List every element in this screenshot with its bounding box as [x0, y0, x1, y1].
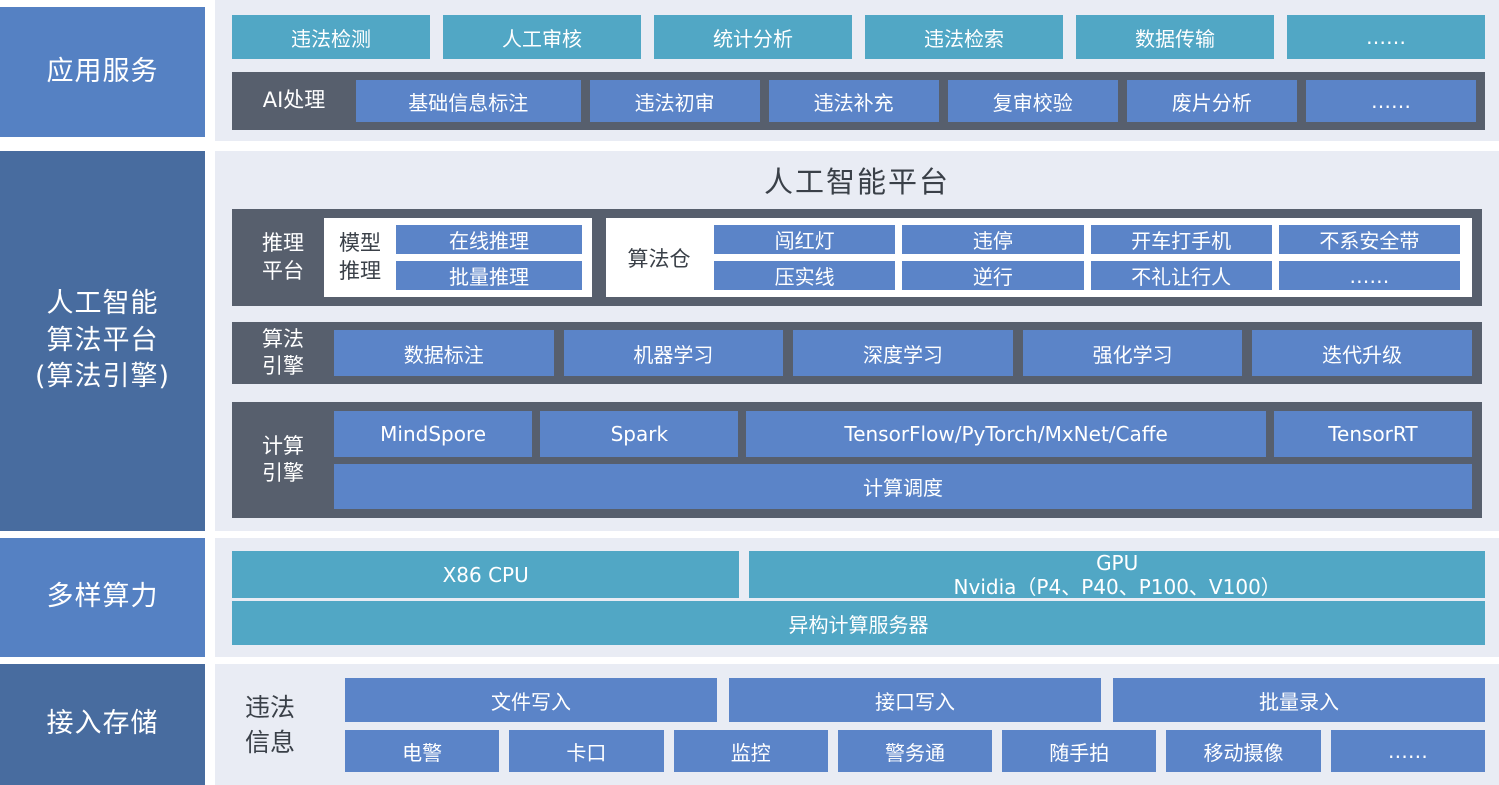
data-source-chip-more: ……	[1330, 730, 1485, 772]
algorithm-store-card: 算法仓 闯红灯 违停 开车打手机 不系安全带 压实线 逆行 不礼让行人 ……	[606, 218, 1472, 297]
label-line: 推理	[262, 231, 304, 256]
sidebar-item-storage-access: 接入存储	[0, 664, 205, 785]
ai-processing-bar: AI处理 基础信息标注 违法初审 违法补充 复审校验 废片分析 ……	[232, 72, 1485, 130]
label-line: 引擎	[262, 461, 304, 485]
computing-power-panel: X86 CPU GPU Nvidia（P4、P40、P100、V100） 异构计…	[215, 538, 1499, 657]
compute-engine-bar: 计算 引擎 MindSpore Spark TensorFlow/PyTorch…	[232, 402, 1482, 518]
algorithm-engine-chip: 数据标注	[334, 330, 554, 376]
algorithm-store-label: 算法仓	[627, 246, 691, 271]
app-service-chip-row: 违法检测 人工审核 统计分析 违法检索 数据传输 ……	[232, 15, 1485, 59]
write-method-chip: 文件写入	[345, 678, 717, 723]
framework-chip: Spark	[540, 411, 739, 457]
sidebar-label: 应用服务	[46, 55, 159, 87]
algorithm-chip: 闯红灯	[714, 225, 896, 254]
write-method-chip: 接口写入	[729, 678, 1101, 723]
layer-storage-access: 接入存储 违法 信息 文件写入 接口写入 批量录入 电警 卡口 监控 警务通 随…	[0, 664, 1499, 785]
gpu-line: Nvidia（P4、P40、P100、V100）	[953, 574, 1281, 599]
ai-processing-chip: 违法初审	[589, 80, 760, 122]
sidebar-label-line: 人工智能	[46, 288, 159, 320]
compute-engine-label: 计算 引擎	[242, 433, 324, 488]
framework-chip: MindSpore	[334, 411, 533, 457]
app-service-chip: 人工审核	[443, 15, 641, 59]
inference-platform-bar: 推理 平台 模型 推理 在线推理 批量推理 算法仓 闯红灯	[232, 209, 1482, 306]
algorithm-engine-chip: 强化学习	[1022, 330, 1243, 376]
label-line: 模型	[339, 231, 381, 256]
data-source-chip: 移动摄像	[1166, 730, 1321, 772]
compute-scheduler-chip: 计算调度	[334, 463, 1472, 509]
compute-engine-chips: MindSpore Spark TensorFlow/PyTorch/MxNet…	[334, 411, 1472, 509]
sidebar-label-line: (算法引擎)	[34, 361, 171, 393]
storage-chips: 文件写入 接口写入 批量录入 电警 卡口 监控 警务通 随手拍 移动摄像 ……	[345, 678, 1485, 772]
app-service-chip: 数据传输	[1076, 15, 1274, 59]
app-service-chip-more: ……	[1287, 15, 1485, 59]
storage-access-panel: 违法 信息 文件写入 接口写入 批量录入 电警 卡口 监控 警务通 随手拍 移动…	[215, 664, 1499, 785]
sidebar-item-computing-power: 多样算力	[0, 538, 205, 657]
algorithm-chip: 违停	[902, 225, 1084, 254]
server-chip: 异构计算服务器	[232, 601, 1485, 645]
ai-platform-panel: 人工智能平台 推理 平台 模型 推理 在线推理 批量推理	[215, 151, 1499, 531]
compute-framework-row: MindSpore Spark TensorFlow/PyTorch/MxNet…	[334, 411, 1472, 457]
algorithm-engine-chip: 机器学习	[563, 330, 784, 376]
ai-processing-chip: 违法补充	[768, 80, 939, 122]
model-inference-card: 模型 推理 在线推理 批量推理	[324, 218, 592, 297]
algorithm-engine-label: 算法 引擎	[242, 326, 324, 381]
sidebar-item-app-services: 应用服务	[0, 7, 205, 137]
algorithm-chip: 不系安全带	[1278, 225, 1460, 254]
framework-chip: TensorFlow/PyTorch/MxNet/Caffe	[746, 411, 1266, 457]
write-method-row: 文件写入 接口写入 批量录入	[345, 678, 1485, 723]
ai-processing-chip: 基础信息标注	[356, 80, 581, 122]
inference-chip: 在线推理	[396, 225, 582, 254]
label-line: 违法	[245, 693, 296, 722]
ai-processing-chip-more: ……	[1305, 80, 1476, 122]
illegal-info-label: 违法 信息	[232, 678, 345, 772]
label-line: 推理	[339, 258, 381, 283]
label-line: 计算	[262, 433, 304, 458]
app-service-chip: 违法检索	[865, 15, 1063, 59]
cpu-chip: X86 CPU	[232, 551, 740, 598]
sidebar-label-line: 算法平台	[46, 324, 159, 356]
data-source-chip: 随手拍	[1002, 730, 1157, 772]
inference-chip: 批量推理	[396, 261, 582, 290]
sidebar-item-ai-algorithm-platform: 人工智能 算法平台 (算法引擎)	[0, 151, 205, 531]
sidebar-label: 接入存储	[46, 708, 159, 740]
app-service-chip: 统计分析	[654, 15, 852, 59]
algorithm-chip: 逆行	[902, 261, 1084, 290]
algorithm-chip-more: ……	[1278, 261, 1460, 290]
algorithm-engine-chip: 迭代升级	[1252, 330, 1472, 376]
sidebar-label: 多样算力	[46, 581, 159, 613]
label-line: 引擎	[262, 354, 304, 378]
hardware-row: X86 CPU GPU Nvidia（P4、P40、P100、V100）	[232, 550, 1485, 599]
model-inference-chips: 在线推理 批量推理	[396, 225, 582, 290]
gpu-chip: GPU Nvidia（P4、P40、P100、V100）	[749, 550, 1485, 599]
ai-processing-chip: 废片分析	[1126, 80, 1297, 122]
ai-platform-title: 人工智能平台	[763, 165, 950, 199]
label-line: 信息	[245, 728, 296, 757]
gpu-line: GPU	[1096, 550, 1139, 575]
model-inference-label: 模型 推理	[334, 230, 386, 285]
data-source-chip: 监控	[673, 730, 828, 772]
algorithm-chip: 压实线	[714, 261, 896, 290]
data-source-chip: 警务通	[837, 730, 993, 772]
algorithm-store-grid: 闯红灯 违停 开车打手机 不系安全带 压实线 逆行 不礼让行人 ……	[714, 225, 1460, 290]
framework-chip: TensorRT	[1273, 411, 1472, 457]
label-line: 算法	[262, 326, 304, 351]
app-services-panel: 违法检测 人工审核 统计分析 违法检索 数据传输 …… AI处理 基础信息标注 …	[215, 0, 1499, 141]
layer-app-services: 应用服务 违法检测 人工审核 统计分析 违法检索 数据传输 …… AI处理 基础…	[0, 0, 1499, 141]
label-line: 平台	[262, 258, 304, 283]
algorithm-engine-chip: 深度学习	[793, 330, 1013, 376]
layer-ai-algorithm-platform: 人工智能 算法平台 (算法引擎) 人工智能平台 推理 平台 模型 推理 在线推理	[0, 151, 1499, 531]
ai-processing-chip: 复审校验	[947, 80, 1118, 122]
data-source-chip: 卡口	[509, 730, 664, 772]
algorithm-engine-bar: 算法 引擎 数据标注 机器学习 深度学习 强化学习 迭代升级	[232, 322, 1482, 384]
algorithm-chip: 不礼让行人	[1090, 261, 1272, 290]
write-method-chip: 批量录入	[1113, 678, 1485, 723]
inference-platform-label: 推理 平台	[242, 218, 324, 297]
ai-processing-label: AI处理	[262, 88, 326, 113]
data-source-chip: 电警	[345, 730, 500, 772]
algorithm-chip: 开车打手机	[1090, 225, 1272, 254]
app-service-chip: 违法检测	[232, 15, 430, 59]
layer-computing-power: 多样算力 X86 CPU GPU Nvidia（P4、P40、P100、V100…	[0, 538, 1499, 657]
data-source-row: 电警 卡口 监控 警务通 随手拍 移动摄像 ……	[345, 730, 1485, 772]
